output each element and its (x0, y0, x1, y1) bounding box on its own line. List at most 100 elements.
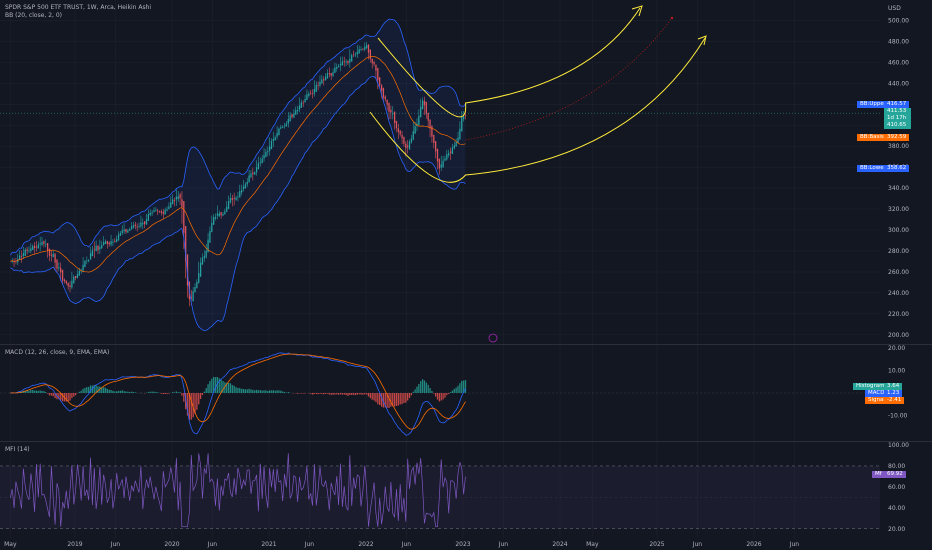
hist-bar-9 (26, 390, 28, 393)
hist-bar-146 (282, 391, 284, 393)
hist-bar-20 (46, 393, 49, 394)
candle-223 (425, 101, 427, 115)
candle-124 (240, 189, 243, 193)
signal-name: Signal (865, 397, 888, 404)
hist-bar-183 (351, 393, 353, 396)
candle-107 (209, 230, 211, 243)
hist-bar-139 (268, 390, 271, 393)
candle-94 (185, 226, 187, 262)
symbol-legend[interactable]: SPDR S&P 500 ETF TRUST, 1W, Arca, Heikin… (5, 4, 152, 11)
candle-213 (407, 145, 409, 148)
candle-92 (181, 199, 183, 208)
macd-pane[interactable] (0, 352, 880, 436)
hist-bar-170 (326, 393, 329, 394)
macd-legend[interactable]: MACD (12, 26, close, 9, EMA, EMA) (5, 349, 110, 356)
candle-7 (22, 253, 25, 257)
candle-114 (222, 213, 224, 216)
candle-35 (74, 275, 77, 278)
candle-59 (119, 233, 122, 236)
candle-54 (110, 241, 112, 245)
hist-bar-76 (151, 391, 153, 393)
price-pane[interactable] (0, 18, 880, 332)
countdown-badge: 1d 17h (884, 115, 911, 122)
candle-169 (324, 76, 327, 81)
hist-bar-216 (412, 391, 414, 393)
candle-84 (166, 209, 168, 211)
candle-193 (369, 49, 372, 59)
macd-badge: MACD 1.23 (853, 390, 911, 397)
bb-lower-name: BB:Lower (857, 165, 889, 172)
candle-97 (190, 296, 192, 299)
hist-bar-181 (347, 393, 349, 396)
hist-bar-56 (114, 391, 116, 393)
mfi-legend[interactable]: MFI (14) (5, 446, 30, 453)
hist-bar-13 (33, 390, 36, 393)
time-label-3: 2020 (164, 541, 179, 548)
drawings[interactable] (369, 5, 707, 343)
hist-bar-227 (433, 393, 435, 394)
hist-bar-226 (431, 390, 433, 393)
hist-bar-176 (337, 393, 340, 395)
ha-close-badge: 410.65 (884, 122, 911, 129)
candle-72 (143, 221, 146, 225)
candle-98 (192, 291, 194, 302)
hist-bar-16 (39, 390, 41, 393)
hist-bar-35 (74, 393, 77, 396)
candle-147 (283, 125, 286, 127)
hist-bar-129 (250, 389, 252, 393)
hist-bar-138 (267, 390, 269, 393)
candle-214 (408, 141, 411, 150)
candle-182 (349, 58, 351, 63)
hist-bar-64 (129, 392, 131, 393)
candle-99 (194, 287, 196, 293)
hist-bar-237 (451, 390, 454, 393)
hist-bar-127 (246, 389, 248, 393)
candle-159 (306, 94, 308, 101)
candle-49 (101, 245, 103, 249)
candle-215 (410, 138, 413, 143)
candle-187 (358, 49, 360, 54)
pane-divider-mfi[interactable] (0, 441, 932, 442)
candle-61 (123, 229, 125, 232)
candle-136 (263, 155, 265, 159)
candle-15 (37, 244, 39, 249)
hist-bar-140 (270, 390, 273, 393)
mfi-name: Mf (872, 471, 885, 478)
candle-244 (464, 114, 467, 116)
candle-106 (207, 239, 209, 253)
hist-bar-31 (67, 393, 69, 402)
candle-18 (43, 241, 45, 244)
hist-bar-131 (254, 390, 256, 393)
candle-73 (145, 219, 148, 225)
candle-27 (60, 268, 62, 273)
hist-bar-186 (356, 393, 358, 395)
candle-190 (364, 46, 366, 50)
hist-bar-244 (464, 380, 467, 393)
candle-48 (99, 247, 101, 250)
mfi-pane[interactable] (0, 453, 880, 530)
candle-146 (282, 126, 284, 128)
candle-105 (205, 250, 207, 258)
signal-badge: Signal -2.41 (853, 397, 911, 404)
candle-167 (321, 79, 323, 84)
candle-24 (54, 253, 56, 263)
hist-bar-172 (330, 393, 332, 395)
candle-112 (218, 213, 220, 217)
candle-240 (457, 137, 459, 143)
candle-194 (371, 58, 373, 64)
candle-174 (334, 67, 336, 73)
hist-bar-77 (153, 391, 155, 393)
candle-42 (88, 259, 90, 262)
hist-bar-163 (313, 393, 316, 394)
candle-189 (362, 48, 364, 50)
time-label-7: 2022 (358, 541, 373, 548)
pane-divider-macd[interactable] (0, 344, 932, 345)
bb-legend[interactable]: BB (20, close, 2, 0) (5, 12, 62, 19)
candle-44 (91, 250, 94, 257)
candle-116 (226, 206, 228, 212)
mid-arc (465, 17, 673, 141)
hist-bar-135 (261, 390, 263, 393)
candle-178 (341, 61, 344, 66)
candle-243 (462, 116, 465, 120)
